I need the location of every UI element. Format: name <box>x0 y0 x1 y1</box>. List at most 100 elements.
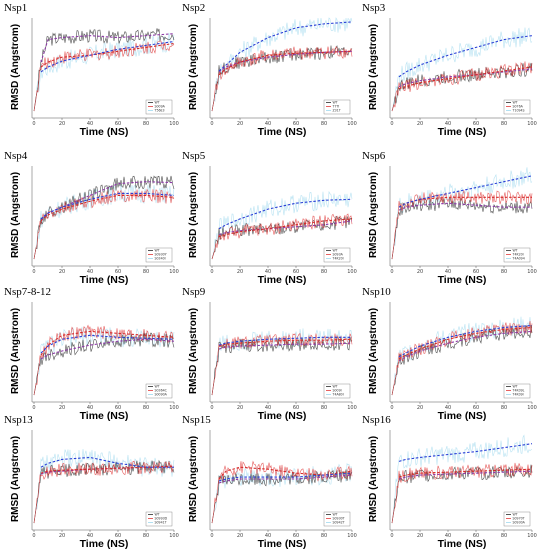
trend-line-wt <box>398 202 532 211</box>
panel-title: Nsp10 <box>362 286 391 298</box>
legend-label: WT <box>333 101 338 105</box>
legend-label: T1094S <box>512 109 525 113</box>
legend-label: WT <box>155 513 160 517</box>
x-tick-label: 20 <box>417 269 423 275</box>
x-tick-label: 60 <box>473 405 479 411</box>
legend-label: WT <box>155 101 160 105</box>
series-line-s0930t <box>211 460 353 524</box>
series-line-s0930y <box>33 188 175 260</box>
x-tick-label: 0 <box>32 121 35 127</box>
x-axis-label: Time (NS) <box>258 410 307 422</box>
trend-line-s0364c <box>40 330 175 356</box>
legend-label: S0090A <box>155 393 168 397</box>
x-tick-label: 60 <box>473 533 479 539</box>
trend-line-t4a094 <box>398 175 533 208</box>
legend-label: WT <box>155 249 160 253</box>
x-tick-label: 100 <box>169 121 179 127</box>
x-axis-label: Time (NS) <box>438 538 487 550</box>
trend-line-t4a80i <box>218 336 352 346</box>
x-tick-label: 100 <box>169 533 179 539</box>
x-axis-label: Time (NS) <box>258 274 307 286</box>
panel-title: Nsp1 <box>4 2 27 14</box>
legend-label: S0340I <box>155 257 166 261</box>
chart-svg: Nsp5 RMSD (Angstrom) Time (NS) 0 20 40 60 80 100… <box>182 150 357 286</box>
panel-title: Nsp7-8-12 <box>4 286 51 298</box>
x-tick-label: 60 <box>473 121 479 127</box>
series-line-s009i <box>211 333 353 396</box>
legend-label: S093A <box>333 253 344 257</box>
x-tick-label: 100 <box>347 269 357 275</box>
chart-svg: Nsp15 RMSD (Angstrom) Time (NS) 0 20 40 60 80 10… <box>182 414 357 550</box>
x-tick-label: 60 <box>293 269 299 275</box>
x-axis-label: Time (NS) <box>258 126 307 138</box>
legend-label: WT <box>513 385 518 389</box>
x-tick-label: 40 <box>445 121 451 127</box>
chart-svg: Nsp1 RMSD (Angstrom) Time (NS) 0 20 40 60 80 100… <box>4 2 179 138</box>
legend-label: T4K09I <box>512 393 524 397</box>
legend-label: S0930T <box>333 517 345 521</box>
x-tick-label: 80 <box>501 533 507 539</box>
legend-label: Z31T <box>333 109 341 113</box>
x-tick-label: 80 <box>501 121 507 127</box>
x-axis-label: Time (NS) <box>438 274 487 286</box>
series-line-wt <box>33 332 175 396</box>
x-tick-label: 20 <box>59 269 65 275</box>
panel-title: Nsp13 <box>4 414 33 426</box>
series-line-s076a <box>391 61 533 112</box>
x-tick-label: 0 <box>32 533 35 539</box>
x-tick-label: 40 <box>445 405 451 411</box>
y-axis-label: RMSD (Angstrom) <box>10 172 21 258</box>
legend-label: WT <box>513 249 518 253</box>
chart-svg: Nsp16 RMSD (Angstrom) Time (NS) 0 20 40 60 80 10… <box>362 414 537 550</box>
x-tick-label: 80 <box>143 405 149 411</box>
series-line-t4a094 <box>391 167 533 260</box>
y-axis-label: RMSD (Angstrom) <box>10 436 21 522</box>
x-tick-label: 40 <box>87 405 93 411</box>
chart-panel-nsp13: Nsp13 RMSD (Angstrom) Time (NS) 0 20 40 60 80 10… <box>4 414 182 551</box>
y-axis-label: RMSD (Angstrom) <box>10 24 21 110</box>
chart-panel-nsp15: Nsp15 RMSD (Angstrom) Time (NS) 0 20 40 60 80 10… <box>182 414 360 551</box>
trend-line-wt <box>398 330 533 362</box>
trend-line-s0942t <box>218 472 353 482</box>
x-tick-label: 80 <box>321 533 327 539</box>
x-tick-label: 60 <box>115 533 121 539</box>
legend-label: WT <box>513 513 518 517</box>
chart-svg: Nsp7-8-12 RMSD (Angstrom) Time (NS) 0 20 40 60… <box>4 286 179 422</box>
x-axis-label: Time (NS) <box>80 538 129 550</box>
series-line-s0364c <box>33 324 175 396</box>
x-tick-label: 0 <box>210 121 213 127</box>
x-tick-label: 80 <box>321 121 327 127</box>
x-tick-label: 40 <box>265 269 271 275</box>
x-tick-label: 80 <box>143 121 149 127</box>
y-axis-label: RMSD (Angstrom) <box>368 436 379 522</box>
chart-svg: Nsp2 RMSD (Angstrom) Time (NS) 0 20 40 60 80 100… <box>182 2 357 138</box>
legend-label: S0364C <box>155 389 168 393</box>
series-line-wt <box>33 175 175 260</box>
panel-title: Nsp2 <box>182 2 205 14</box>
legend-label: T4K20I <box>512 253 524 257</box>
panel-title: Nsp15 <box>182 414 211 426</box>
x-tick-label: 60 <box>293 405 299 411</box>
y-axis-label: RMSD (Angstrom) <box>10 308 21 394</box>
x-tick-label: 80 <box>143 269 149 275</box>
x-tick-label: 40 <box>265 533 271 539</box>
chart-panel-nsp4: Nsp4 RMSD (Angstrom) Time (NS) 0 20 40 60 80 100… <box>4 150 182 287</box>
y-axis-label: RMSD (Angstrom) <box>188 24 199 110</box>
x-tick-label: 100 <box>527 269 537 275</box>
x-tick-label: 100 <box>347 121 357 127</box>
chart-panel-nsp1: Nsp1 RMSD (Angstrom) Time (NS) 0 20 40 60 80 100… <box>4 2 182 139</box>
x-tick-label: 60 <box>115 121 121 127</box>
trend-line-wt <box>40 33 175 63</box>
x-tick-label: 100 <box>527 405 537 411</box>
x-tick-label: 100 <box>169 269 179 275</box>
series-line-s0993d <box>33 460 175 524</box>
trend-line-s0970t <box>398 468 533 478</box>
x-tick-label: 20 <box>237 405 243 411</box>
panel-title: Nsp9 <box>182 286 206 298</box>
x-tick-label: 40 <box>265 121 271 127</box>
series-line-s093a <box>211 213 353 260</box>
chart-svg: Nsp6 RMSD (Angstrom) Time (NS) 0 20 40 60 80 100… <box>362 150 537 286</box>
x-axis-label: Time (NS) <box>80 274 129 286</box>
trend-line-s0930a <box>398 443 533 462</box>
